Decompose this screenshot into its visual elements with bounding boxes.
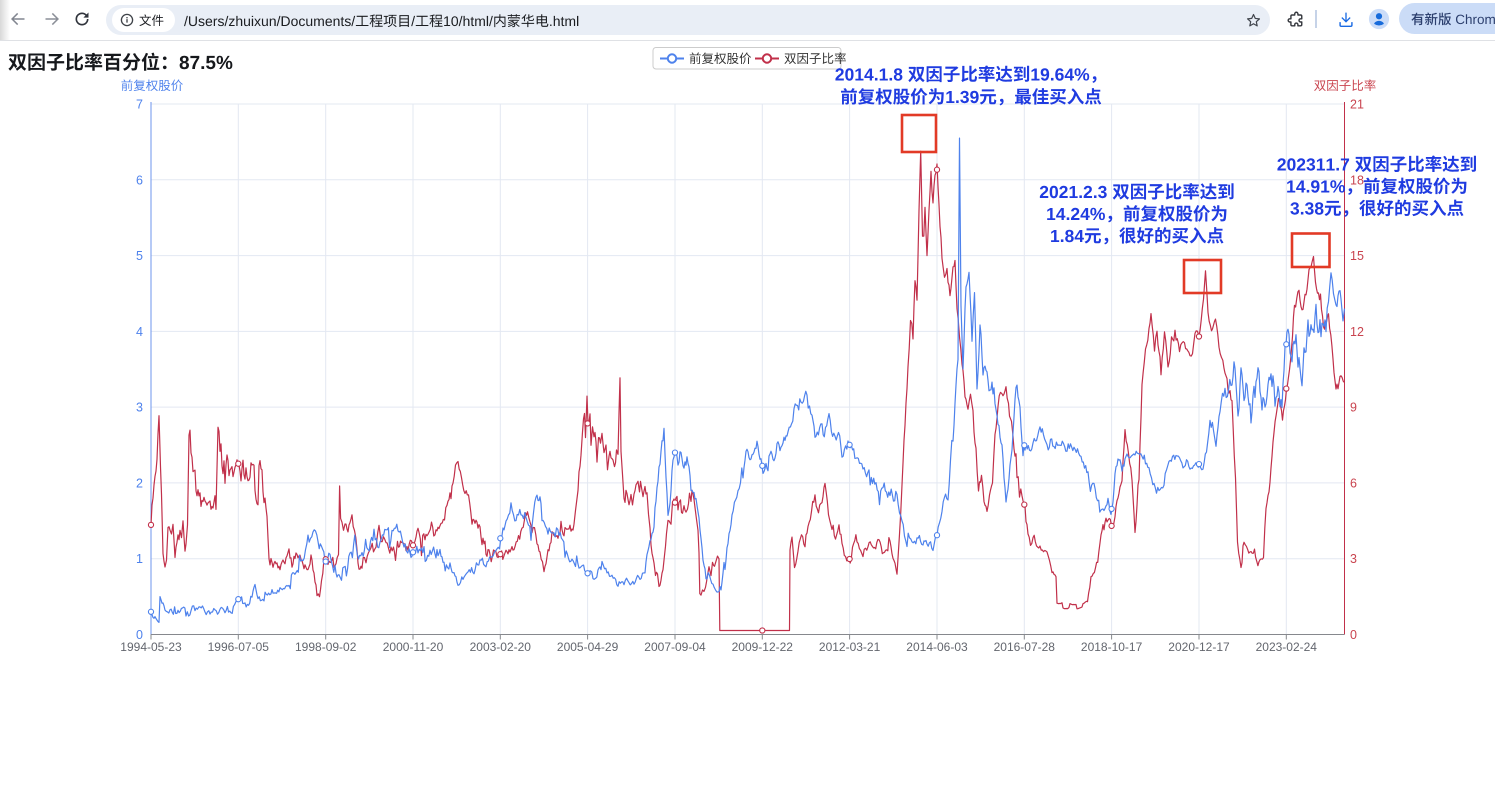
svg-text:6: 6	[136, 173, 143, 187]
svg-text:2012-03-21: 2012-03-21	[819, 640, 881, 654]
svg-text:1996-07-05: 1996-07-05	[208, 640, 270, 654]
svg-text:15: 15	[1350, 249, 1364, 263]
svg-text:1998-09-02: 1998-09-02	[295, 640, 357, 654]
svg-text:2016-07-28: 2016-07-28	[994, 640, 1056, 654]
svg-text:2018-10-17: 2018-10-17	[1081, 640, 1143, 654]
svg-text:0: 0	[1350, 628, 1357, 642]
svg-text:1: 1	[136, 552, 143, 566]
svg-text:9: 9	[1350, 401, 1357, 415]
svg-text:4: 4	[136, 325, 143, 339]
svg-text:2005-04-29: 2005-04-29	[557, 640, 619, 654]
svg-text:3: 3	[1350, 552, 1357, 566]
svg-text:2000-11-20: 2000-11-20	[383, 640, 444, 654]
svg-text:5: 5	[136, 249, 143, 263]
svg-text:1994-05-23: 1994-05-23	[120, 640, 182, 654]
svg-text:2020-12-17: 2020-12-17	[1168, 640, 1230, 654]
svg-text:3: 3	[136, 401, 143, 415]
svg-text:7: 7	[136, 98, 143, 112]
svg-text:21: 21	[1350, 98, 1364, 112]
svg-text:2009-12-22: 2009-12-22	[732, 640, 794, 654]
svg-text:2007-09-04: 2007-09-04	[644, 640, 706, 654]
svg-text:18: 18	[1350, 173, 1364, 187]
svg-text:6: 6	[1350, 476, 1357, 490]
svg-text:12: 12	[1350, 325, 1364, 339]
svg-text:2014-06-03: 2014-06-03	[906, 640, 968, 654]
svg-text:2023-02-24: 2023-02-24	[1256, 640, 1318, 654]
svg-text:0: 0	[136, 628, 143, 642]
svg-text:2: 2	[136, 476, 143, 490]
svg-text:2003-02-20: 2003-02-20	[470, 640, 532, 654]
